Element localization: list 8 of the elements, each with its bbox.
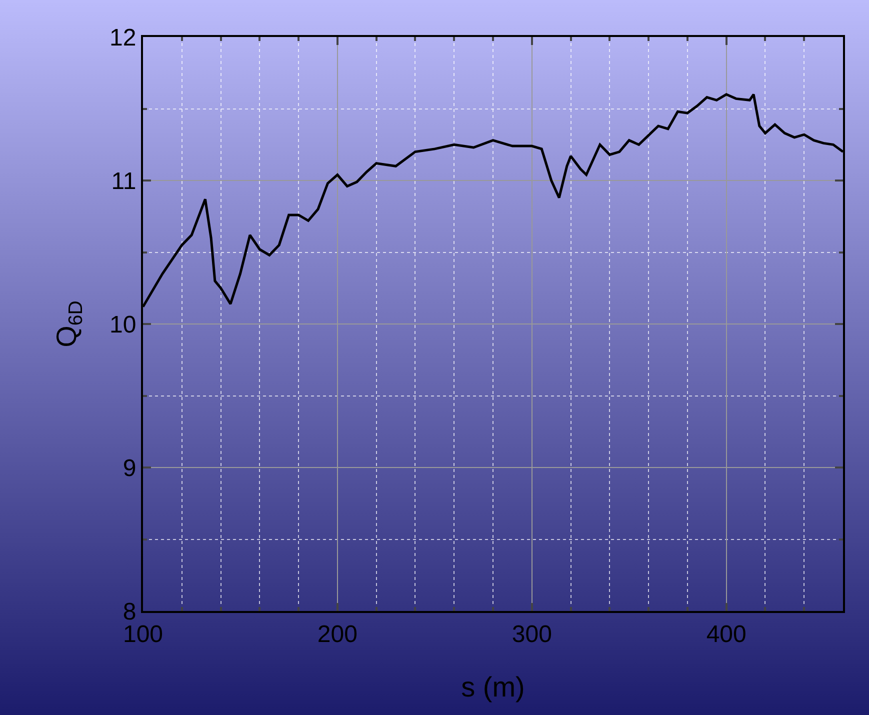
y-tick-label: 10 <box>109 311 136 338</box>
x-tick-label: 200 <box>317 620 358 648</box>
x-tick-label: 400 <box>706 620 746 648</box>
x-axis-title: s (m) <box>461 671 525 702</box>
x-tick-label: 300 <box>512 620 552 648</box>
y-tick-label: 11 <box>111 168 136 195</box>
y-tick-label: 9 <box>122 454 136 482</box>
y-tick-label: 12 <box>109 24 136 52</box>
